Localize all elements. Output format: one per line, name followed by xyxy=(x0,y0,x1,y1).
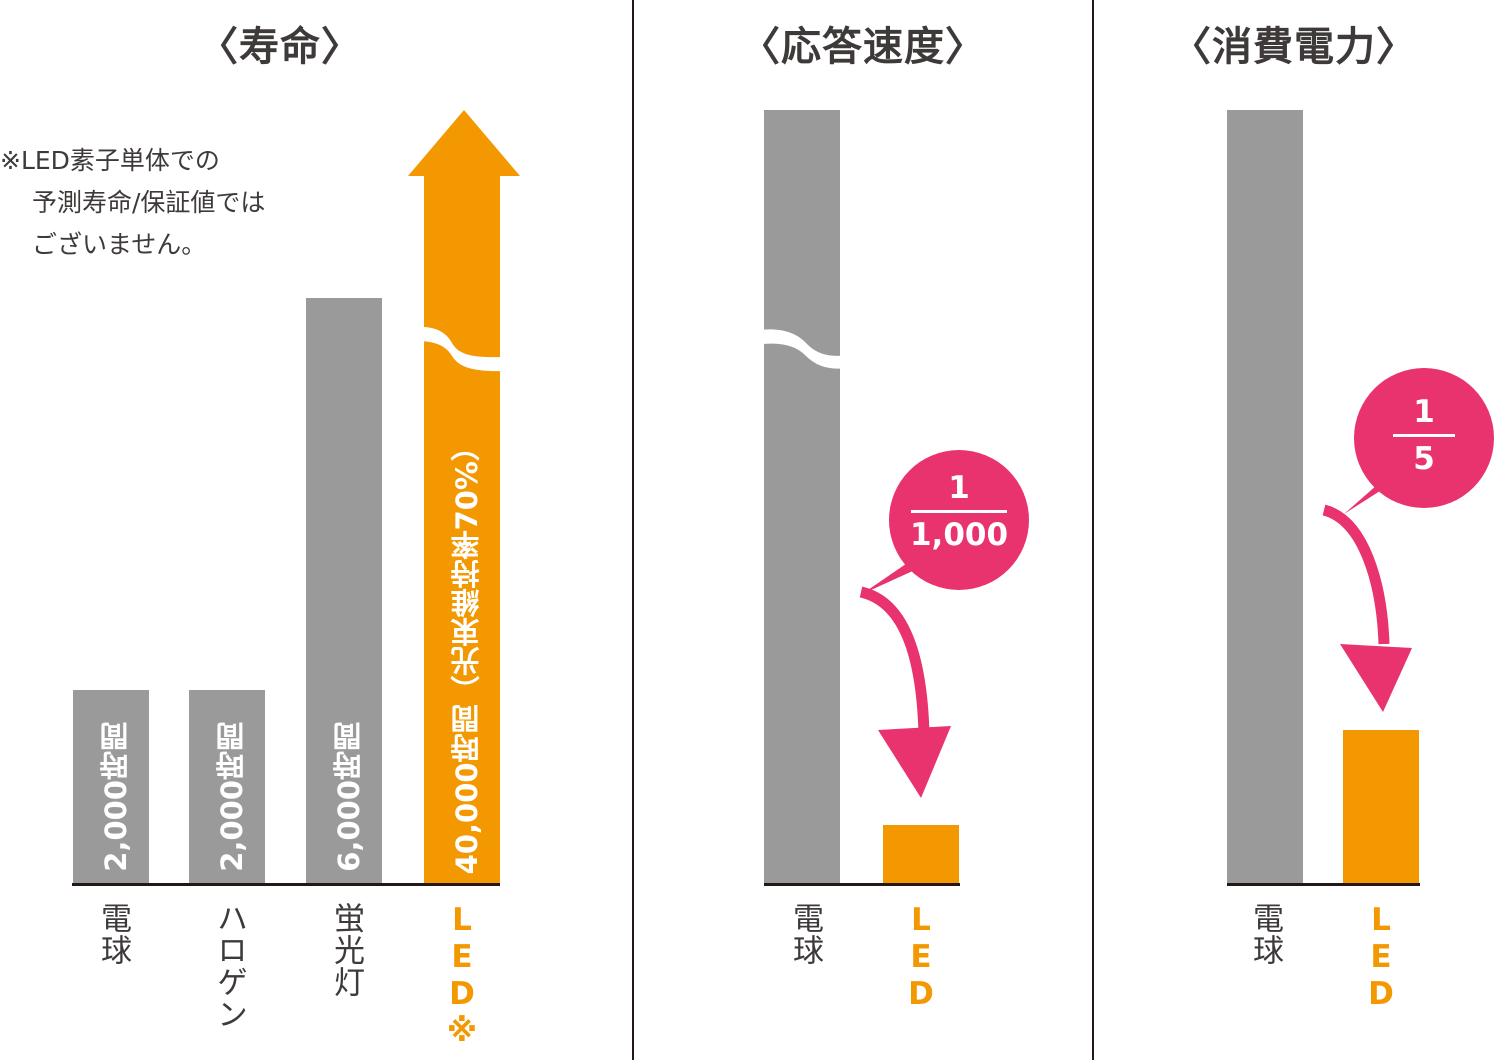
lifespan-note: ※LED素子単体での 予測寿命/保証値では ございません。 xyxy=(0,140,320,266)
bar-fluorescent-lifespan: 6,000時間 xyxy=(306,298,382,884)
category-led: LED※ xyxy=(444,902,480,1050)
fraction-rule xyxy=(1393,434,1455,437)
power-ratio-callout: 1 5 xyxy=(1384,394,1464,477)
fraction-denominator: 1,000 xyxy=(909,517,1009,553)
lifespan-title: 〈寿命〉 xyxy=(198,24,362,70)
category-led: LED xyxy=(1363,902,1399,1013)
note-line-2: 予測寿命/保証値では xyxy=(32,188,266,217)
bar-value-label: 2,000時間 xyxy=(99,722,133,872)
category-bulb: 電球 xyxy=(787,902,823,966)
power-title: 〈消費電力〉 xyxy=(1171,24,1417,70)
fraction-denominator: 5 xyxy=(1413,441,1435,477)
note-line-3: ございません。 xyxy=(32,230,207,259)
response-panel: 〈応答速度〉 1 1,000 電球 LED xyxy=(634,0,1092,1060)
note-line-1: ※LED素子単体での xyxy=(0,146,220,175)
category-fluorescent: 蛍光灯 xyxy=(328,902,364,998)
response-bars xyxy=(754,110,1029,886)
category-halogen: ハロゲン xyxy=(211,902,247,1030)
category-led: LED xyxy=(903,902,939,1013)
bar-bulb-lifespan: 2,000時間 xyxy=(73,690,149,884)
category-bulb: 電球 xyxy=(1247,902,1283,966)
fraction-numerator: 1 xyxy=(948,470,970,506)
lifespan-panel: 〈寿命〉 ※LED素子単体での 予測寿命/保証値では ございません。 2,000… xyxy=(0,0,560,1060)
bar-value-label: 6,000時間 xyxy=(332,722,366,872)
led-lifespan-label: 40,000時間（光束維持率70%） xyxy=(450,431,484,874)
bar-value-label: 2,000時間 xyxy=(215,722,249,872)
divider-1 xyxy=(632,0,634,1060)
bar-halogen-lifespan: 2,000時間 xyxy=(189,690,265,884)
category-bulb: 電球 xyxy=(95,902,131,966)
fraction-rule xyxy=(911,510,1007,513)
response-ratio-callout: 1 1,000 xyxy=(904,470,1014,553)
divider-2 xyxy=(1092,0,1094,1060)
baseline xyxy=(72,883,500,886)
power-panel: 〈消費電力〉 1 5 電球 LED xyxy=(1094,0,1494,1060)
response-title: 〈応答速度〉 xyxy=(740,24,986,70)
fraction-numerator: 1 xyxy=(1413,394,1435,430)
